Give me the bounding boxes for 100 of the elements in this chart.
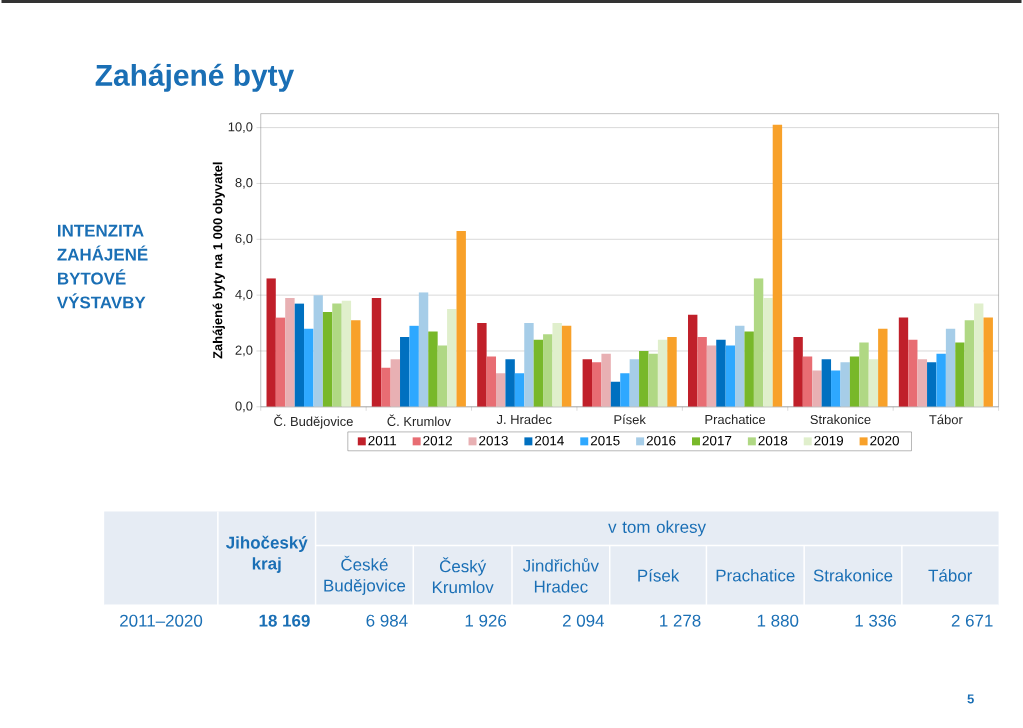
y-tick-label: 2,0 [235,345,253,357]
text: Strakonice [813,569,893,582]
bar [908,339,918,407]
bar [390,359,401,407]
bar [514,373,525,407]
text: v tom okresy [608,520,706,537]
legend-label: 2014 [535,435,564,446]
bar [744,331,754,407]
text: Jindřichův Hradec [522,557,599,593]
bar [878,328,888,407]
bar [716,339,726,407]
bar [428,331,438,407]
bar [351,320,361,407]
bar [332,303,342,407]
bar [763,297,773,407]
bar [840,362,850,407]
text: Prachatice [716,569,795,582]
bar [505,359,515,407]
bar [793,337,803,407]
bar [582,359,593,407]
bar [294,303,305,407]
legend-label: 2019 [814,435,844,446]
text: České Budějovice [324,555,406,595]
bar [917,359,928,407]
bar [983,317,993,407]
bar [552,323,562,407]
y-tick-label: 8,0 [235,178,253,189]
bar [486,356,497,407]
bar [859,342,869,407]
text: Jihočeský kraj [225,535,308,573]
bar [285,297,295,407]
legend-label: 2013 [479,435,508,446]
bar [725,345,736,407]
bar [945,328,956,407]
bar [821,359,832,407]
bar [812,370,822,407]
bar [322,311,333,407]
bar [477,323,487,407]
bar [831,370,841,407]
bar [409,325,419,407]
x-tick-label: J. Hradec [496,414,552,425]
bar [304,328,314,407]
y-tick-label: 0,0 [235,401,253,413]
text: 1 926 [465,614,507,627]
bar [697,337,707,407]
bar [849,356,860,407]
bar [955,342,965,407]
x-tick-label: Tábor [929,414,963,425]
bar [964,320,975,407]
bar [753,278,764,407]
text: 1 880 [757,614,799,627]
text: 18 169 [259,614,310,627]
bar [496,373,506,407]
bar [868,359,879,407]
legend-label: 2018 [758,435,788,446]
x-tick-label: Č. Budějovice [274,414,353,429]
bar [447,309,457,407]
text: Písek [638,569,680,582]
bar [371,297,382,407]
bar [657,339,668,407]
legend-label: 2016 [646,435,676,446]
legend-label: 2017 [702,435,732,446]
y-tick-label: 4,0 [235,289,253,301]
bar [266,278,276,407]
bar [437,345,448,407]
bar [936,353,946,407]
text: 2 671 [951,614,993,627]
x-tick-label: Strakonice [810,414,871,425]
bar [639,351,649,407]
bar [688,314,698,407]
bar [629,359,640,407]
bar [974,303,984,407]
y-axis-title: Zahájené byty na 1 000 obyvatel [212,162,225,359]
legend-label: 2015 [590,435,620,446]
legend-label: 2020 [870,435,899,446]
chart-title: Zahájené byty [95,63,295,92]
bar [275,317,286,407]
bar [341,300,352,407]
bar [456,230,466,407]
bar [927,362,937,407]
bar [898,317,909,407]
x-tick-label: Písek [614,414,646,425]
bar [610,381,621,407]
text: Tábor [928,569,973,582]
y-tick-label: 6,0 [235,233,253,245]
text: 5 [967,694,974,704]
text: 2 094 [562,614,605,627]
bar [620,373,630,407]
bar [313,295,323,407]
bar [524,323,534,407]
text: 1 336 [855,614,896,627]
bar [381,367,391,407]
bar [667,337,677,407]
bar [648,353,658,407]
text: 6 984 [366,614,408,627]
bar [400,337,410,407]
text: Český Krumlov [432,557,494,594]
bar [772,124,783,407]
bar [543,334,553,407]
x-tick-label: Č. Krumlov [387,414,451,427]
